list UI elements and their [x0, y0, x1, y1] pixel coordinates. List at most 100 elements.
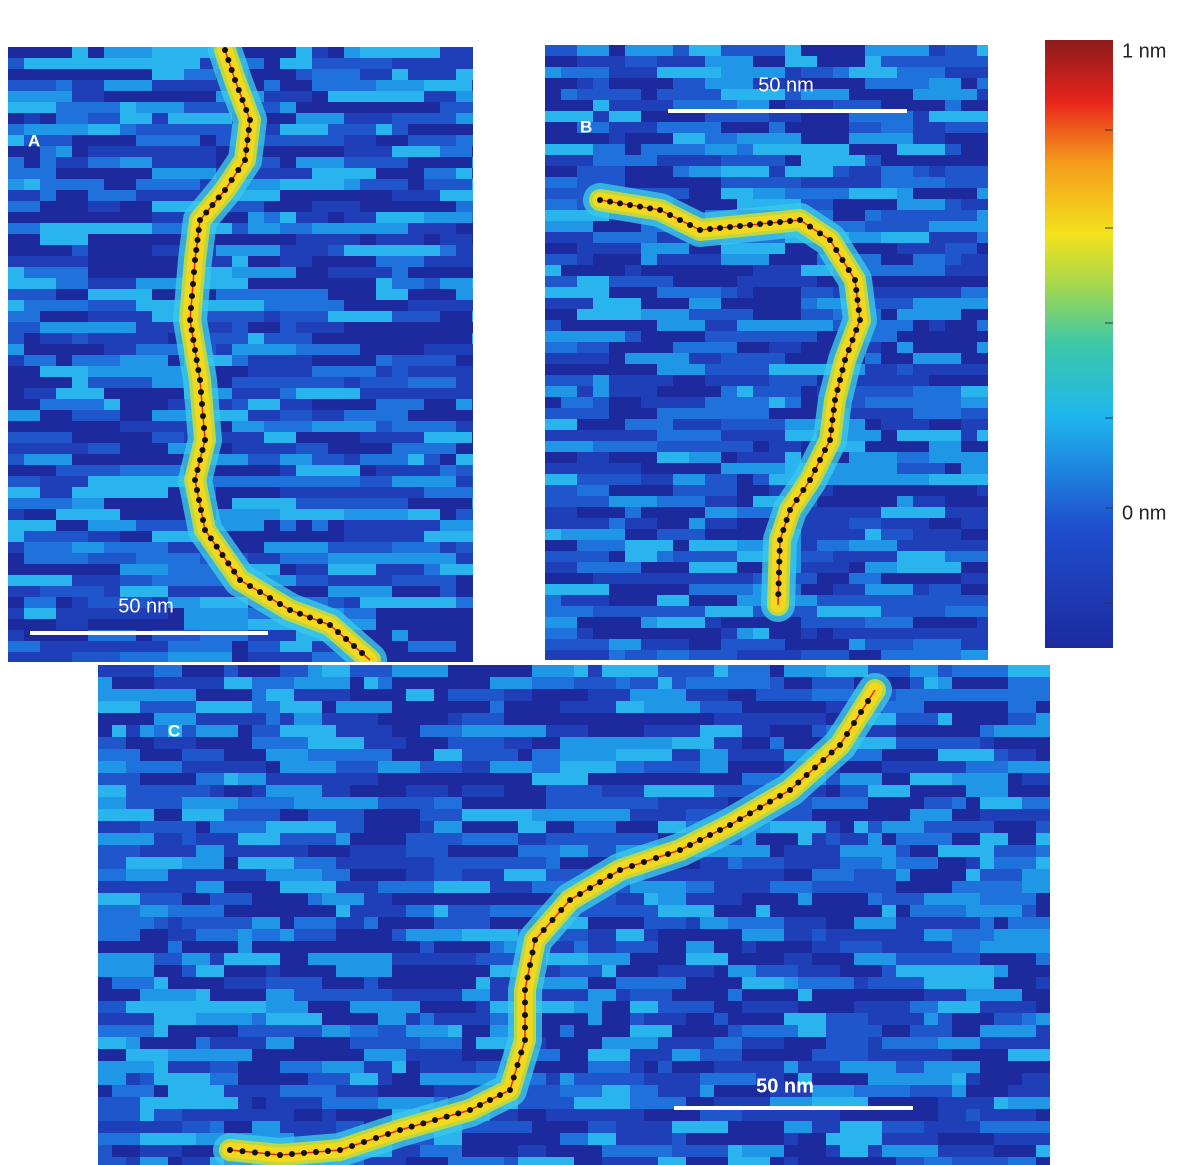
noise-pixel [216, 311, 233, 323]
noise-pixel [630, 713, 645, 726]
noise-pixel [865, 507, 882, 519]
trace-point [840, 257, 846, 263]
noise-pixel [440, 421, 457, 433]
noise-pixel [910, 725, 925, 738]
noise-pixel [545, 155, 562, 167]
noise-pixel [673, 45, 690, 57]
noise-pixel [424, 388, 441, 400]
noise-pixel [574, 665, 589, 678]
noise-pixel [994, 725, 1009, 738]
trace-point [343, 636, 349, 642]
noise-pixel [336, 761, 351, 774]
noise-pixel [72, 553, 89, 565]
noise-pixel [98, 785, 113, 798]
noise-pixel [296, 47, 313, 59]
noise-pixel [770, 737, 785, 750]
noise-pixel [472, 531, 489, 543]
noise-pixel [817, 155, 834, 167]
noise-pixel [364, 797, 379, 810]
noise-pixel [705, 331, 722, 343]
noise-pixel [264, 311, 281, 323]
noise-pixel [40, 58, 57, 70]
noise-pixel [630, 665, 645, 678]
noise-pixel [980, 773, 995, 786]
noise-pixel [312, 388, 329, 400]
noise-pixel [1022, 857, 1037, 870]
noise-pixel [238, 845, 253, 858]
noise-pixel [152, 432, 169, 444]
noise-pixel [168, 124, 185, 136]
noise-pixel [112, 737, 127, 750]
noise-pixel [705, 606, 722, 618]
noise-pixel [360, 80, 377, 92]
noise-pixel [120, 564, 137, 576]
noise-pixel [721, 419, 738, 431]
noise-pixel [248, 377, 265, 389]
noise-pixel [1022, 665, 1037, 678]
noise-pixel [424, 311, 441, 323]
noise-pixel [360, 267, 377, 279]
trace-point [243, 107, 249, 113]
noise-pixel [689, 419, 706, 431]
noise-pixel [952, 905, 967, 918]
noise-pixel [826, 929, 841, 942]
noise-pixel [264, 58, 281, 70]
noise-pixel [200, 146, 217, 158]
noise-pixel [378, 929, 393, 942]
noise-pixel [609, 265, 626, 277]
noise-pixel [434, 677, 449, 690]
noise-pixel [266, 809, 281, 822]
noise-pixel [376, 267, 393, 279]
noise-pixel [336, 701, 351, 714]
noise-pixel [756, 761, 771, 774]
noise-pixel [280, 641, 297, 653]
noise-pixel [769, 639, 786, 651]
noise-pixel [112, 869, 127, 882]
noise-pixel [312, 157, 329, 169]
noise-pixel [897, 628, 914, 640]
noise-pixel [644, 941, 659, 954]
noise-pixel [376, 432, 393, 444]
noise-pixel [360, 443, 377, 455]
noise-pixel [56, 322, 73, 334]
noise-pixel [476, 797, 491, 810]
noise-pixel [424, 597, 441, 609]
noise-pixel [308, 797, 323, 810]
noise-pixel [609, 89, 626, 101]
noise-pixel [1008, 689, 1023, 702]
noise-pixel [966, 821, 981, 834]
noise-pixel [336, 857, 351, 870]
noise-pixel [328, 322, 345, 334]
noise-pixel [545, 364, 562, 376]
noise-pixel [686, 809, 701, 822]
noise-pixel [440, 344, 457, 356]
noise-pixel [577, 144, 594, 156]
noise-pixel [673, 342, 690, 354]
noise-pixel [392, 377, 409, 389]
noise-pixel [961, 67, 978, 79]
noise-pixel [545, 353, 562, 365]
noise-pixel [897, 221, 914, 233]
noise-pixel [328, 289, 345, 301]
noise-pixel [994, 809, 1009, 822]
noise-pixel [966, 905, 981, 918]
trace-point [855, 297, 861, 303]
noise-pixel [296, 278, 313, 290]
noise-pixel [686, 929, 701, 942]
noise-pixel [938, 857, 953, 870]
noise-pixel [40, 443, 57, 455]
noise-pixel [376, 256, 393, 268]
noise-pixel [344, 454, 361, 466]
noise-pixel [865, 133, 882, 145]
noise-pixel [938, 821, 953, 834]
noise-pixel [308, 905, 323, 918]
noise-pixel [737, 397, 754, 409]
noise-pixel [424, 531, 441, 543]
noise-pixel [40, 102, 57, 114]
noise-pixel [168, 509, 185, 521]
noise-pixel [40, 542, 57, 554]
noise-pixel [376, 234, 393, 246]
noise-pixel [322, 689, 337, 702]
noise-pixel [184, 157, 201, 169]
noise-pixel [280, 797, 295, 810]
